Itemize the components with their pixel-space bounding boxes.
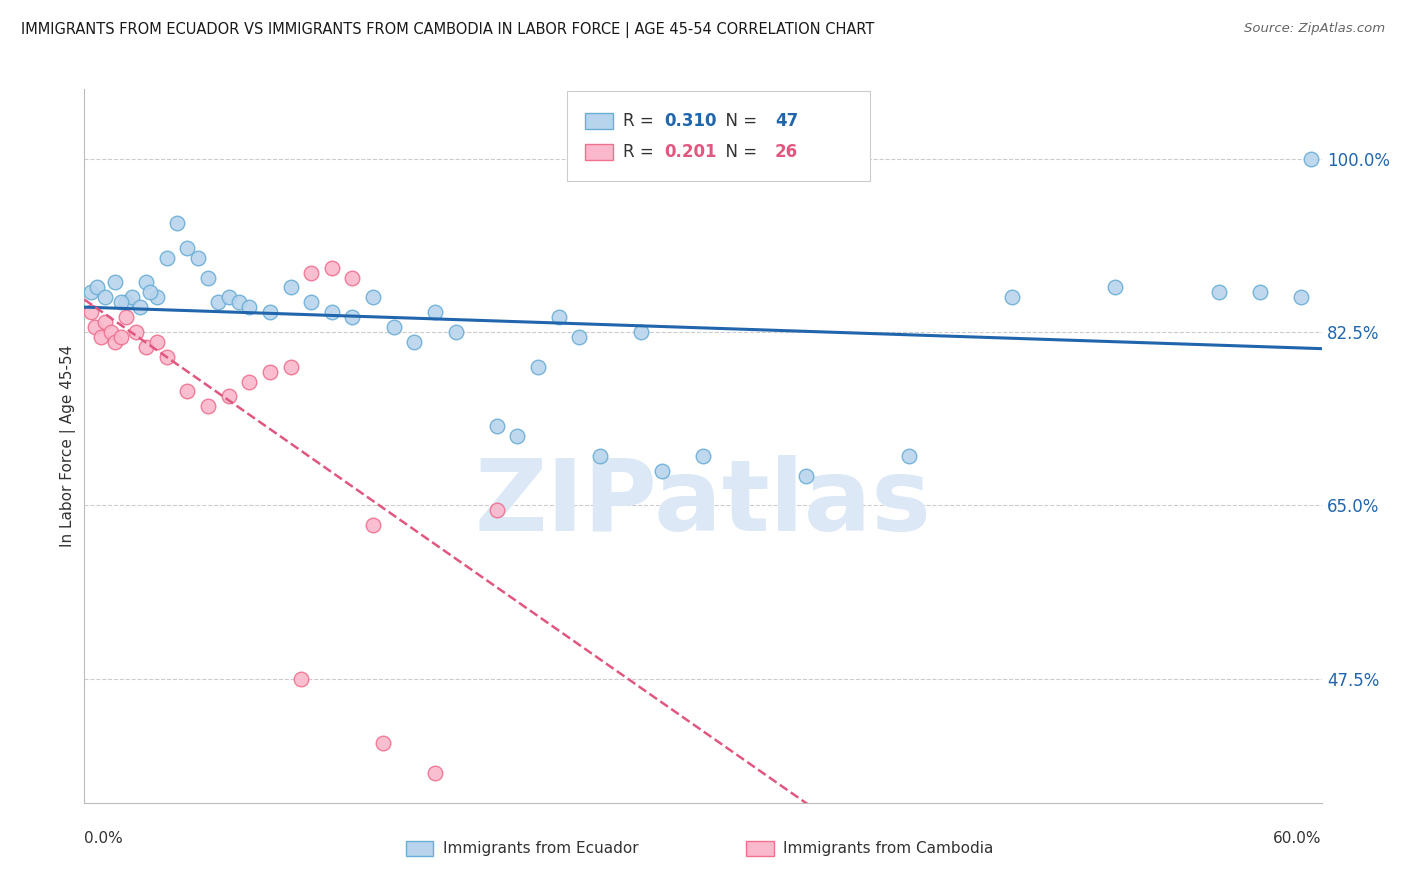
Point bbox=[176, 384, 198, 399]
Point bbox=[94, 290, 117, 304]
Point bbox=[176, 241, 198, 255]
Point bbox=[156, 251, 179, 265]
Point bbox=[423, 305, 446, 319]
Point bbox=[404, 334, 426, 349]
Point bbox=[94, 315, 117, 329]
Point bbox=[527, 359, 550, 374]
Point bbox=[280, 359, 302, 374]
Point bbox=[1001, 290, 1024, 304]
Point bbox=[104, 334, 127, 349]
Point bbox=[79, 285, 101, 300]
Point bbox=[100, 325, 122, 339]
Text: IMMIGRANTS FROM ECUADOR VS IMMIGRANTS FROM CAMBODIA IN LABOR FORCE | AGE 45-54 C: IMMIGRANTS FROM ECUADOR VS IMMIGRANTS FR… bbox=[21, 22, 875, 38]
Point bbox=[139, 285, 162, 300]
Point bbox=[444, 325, 467, 339]
Point bbox=[630, 325, 652, 339]
Point bbox=[485, 419, 508, 434]
Point bbox=[145, 334, 167, 349]
Point bbox=[290, 672, 312, 686]
Point bbox=[135, 276, 157, 290]
Point bbox=[83, 320, 105, 334]
Bar bbox=[585, 113, 613, 129]
Point bbox=[382, 320, 405, 334]
Text: Immigrants from Cambodia: Immigrants from Cambodia bbox=[783, 841, 994, 856]
Point bbox=[342, 310, 364, 325]
Point bbox=[197, 400, 219, 414]
Bar bbox=[406, 840, 433, 856]
Point bbox=[1289, 290, 1312, 304]
Point bbox=[692, 449, 714, 463]
Point bbox=[299, 266, 322, 280]
Point bbox=[197, 270, 219, 285]
FancyBboxPatch shape bbox=[567, 91, 870, 180]
Point bbox=[110, 295, 132, 310]
Point bbox=[1249, 285, 1271, 300]
Point bbox=[589, 449, 612, 463]
Point bbox=[321, 305, 343, 319]
Point bbox=[259, 305, 281, 319]
Point bbox=[423, 766, 446, 780]
Point bbox=[506, 429, 529, 443]
Text: 47: 47 bbox=[775, 112, 799, 130]
Point bbox=[228, 295, 250, 310]
Text: 0.201: 0.201 bbox=[665, 143, 717, 161]
Point bbox=[361, 518, 384, 533]
Point bbox=[125, 325, 148, 339]
Point bbox=[207, 295, 229, 310]
Text: 0.310: 0.310 bbox=[665, 112, 717, 130]
Point bbox=[166, 216, 188, 230]
Point bbox=[547, 310, 569, 325]
Text: 26: 26 bbox=[775, 143, 797, 161]
Point bbox=[114, 310, 136, 325]
Text: 60.0%: 60.0% bbox=[1274, 831, 1322, 847]
Text: R =: R = bbox=[623, 143, 658, 161]
Point bbox=[361, 290, 384, 304]
Point bbox=[1208, 285, 1230, 300]
Point bbox=[1301, 152, 1323, 166]
Bar bbox=[747, 840, 773, 856]
Point bbox=[342, 270, 364, 285]
Text: N =: N = bbox=[716, 143, 762, 161]
Point bbox=[129, 300, 152, 314]
Point bbox=[568, 330, 591, 344]
Point bbox=[238, 375, 260, 389]
Point bbox=[651, 464, 673, 478]
Text: R =: R = bbox=[623, 112, 658, 130]
Point bbox=[218, 389, 240, 403]
Text: Source: ZipAtlas.com: Source: ZipAtlas.com bbox=[1244, 22, 1385, 36]
Y-axis label: In Labor Force | Age 45-54: In Labor Force | Age 45-54 bbox=[60, 345, 76, 547]
Point bbox=[104, 276, 127, 290]
Point bbox=[90, 330, 112, 344]
Point bbox=[794, 468, 817, 483]
Point bbox=[299, 295, 322, 310]
Point bbox=[79, 305, 101, 319]
Point bbox=[218, 290, 240, 304]
Point bbox=[1104, 280, 1126, 294]
Text: ZIPatlas: ZIPatlas bbox=[475, 455, 931, 551]
Point bbox=[259, 365, 281, 379]
Point bbox=[86, 280, 108, 294]
Point bbox=[114, 295, 136, 310]
Point bbox=[321, 260, 343, 275]
Text: Immigrants from Ecuador: Immigrants from Ecuador bbox=[443, 841, 638, 856]
Point bbox=[135, 340, 157, 354]
Point bbox=[187, 251, 209, 265]
Text: N =: N = bbox=[716, 112, 762, 130]
Point bbox=[485, 503, 508, 517]
Text: 0.0%: 0.0% bbox=[84, 831, 124, 847]
Point bbox=[145, 290, 167, 304]
Point bbox=[373, 736, 395, 750]
Point bbox=[238, 300, 260, 314]
Point bbox=[280, 280, 302, 294]
Bar bbox=[585, 145, 613, 160]
Point bbox=[121, 290, 143, 304]
Point bbox=[110, 330, 132, 344]
Point bbox=[898, 449, 921, 463]
Point bbox=[156, 350, 179, 364]
